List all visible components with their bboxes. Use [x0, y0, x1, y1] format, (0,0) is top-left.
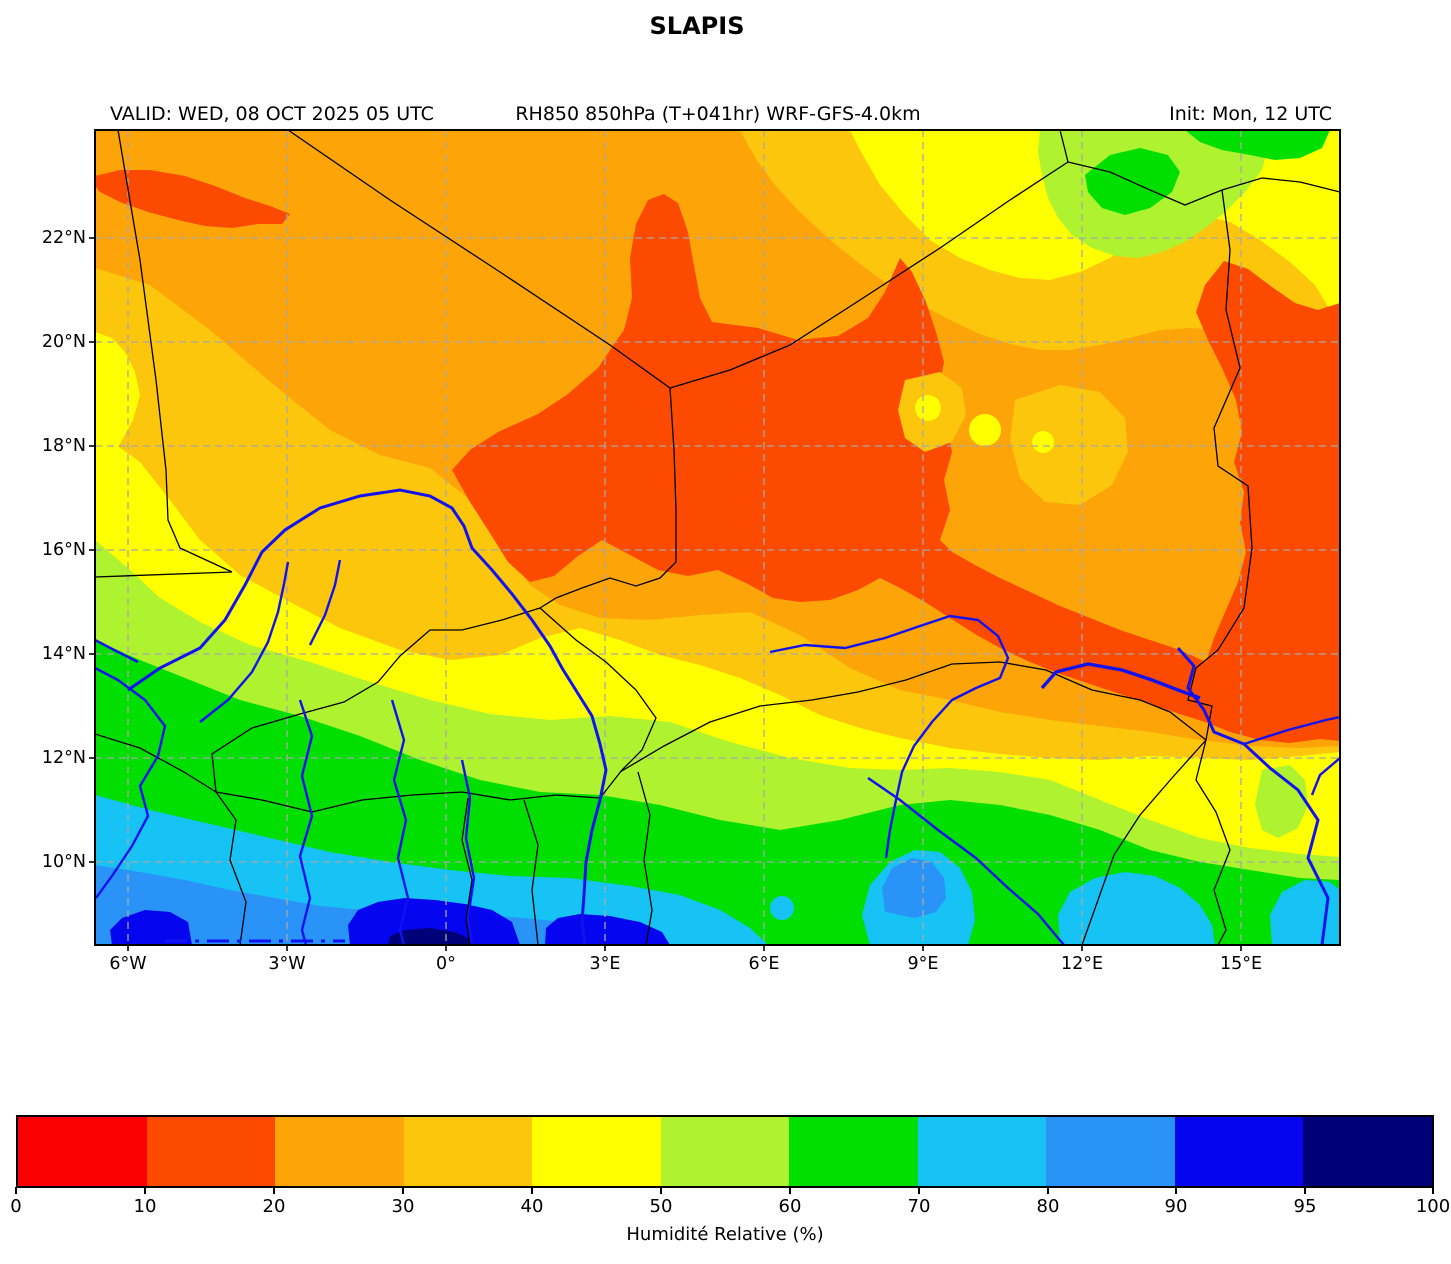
colorbar-segment	[1046, 1117, 1175, 1186]
cbar-tick-100: 100	[1415, 1196, 1451, 1217]
cbar-tickmark	[1047, 1187, 1049, 1194]
contour-layers	[95, 130, 1340, 945]
colorbar-segment	[146, 1117, 276, 1186]
colorbar-segment	[1303, 1117, 1433, 1186]
colorbar-segment	[1174, 1117, 1304, 1186]
cbar-tickmark	[1175, 1187, 1177, 1194]
cbar-tick-20: 20	[262, 1196, 286, 1217]
lon-tick-3w: 3°W	[268, 954, 306, 974]
cbar-tickmark	[273, 1187, 275, 1194]
lon-tick-6e: 6°E	[748, 954, 780, 974]
colorbar-segment	[275, 1117, 404, 1186]
lon-tick-0: 0°	[436, 954, 456, 974]
cbar-tick-90: 90	[1164, 1196, 1188, 1217]
init-time-label: Init: Mon, 12 UTC	[1169, 103, 1332, 125]
cbar-tickmark	[402, 1187, 404, 1194]
colorbar-segment	[18, 1117, 147, 1186]
lon-tick-12e: 12°E	[1060, 954, 1104, 974]
map-frame	[94, 129, 1341, 946]
page-title: SLAPIS	[649, 12, 745, 40]
cbar-tick-30: 30	[391, 1196, 415, 1217]
cbar-tickmark	[531, 1187, 533, 1194]
lon-tick-6w: 6°W	[109, 954, 147, 974]
lat-tick-12n: 12°N	[41, 748, 86, 768]
cbar-tickmark	[1432, 1187, 1434, 1194]
lon-tick-9e: 9°E	[907, 954, 939, 974]
colorbar-segment	[917, 1117, 1047, 1186]
lat-tick-14n: 14°N	[41, 644, 86, 664]
cbar-tick-70: 70	[907, 1196, 931, 1217]
lat-tick-18n: 18°N	[41, 436, 86, 456]
valid-time-label: VALID: WED, 08 OCT 2025 05 UTC	[110, 103, 434, 125]
colorbar	[16, 1115, 1434, 1188]
cbar-tickmark	[660, 1187, 662, 1194]
country-borders	[95, 130, 1340, 945]
lat-tick-20n: 20°N	[41, 332, 86, 352]
rivers	[95, 488, 1340, 945]
cbar-tickmark	[789, 1187, 791, 1194]
cbar-tick-80: 80	[1036, 1196, 1060, 1217]
cbar-tickmark	[144, 1187, 146, 1194]
colorbar-label: Humidité Relative (%)	[626, 1224, 824, 1245]
colorbar-segment	[532, 1117, 661, 1186]
cbar-tick-95: 95	[1293, 1196, 1317, 1217]
colorbar-segment	[660, 1117, 790, 1186]
cbar-tick-50: 50	[649, 1196, 673, 1217]
cbar-tick-10: 10	[133, 1196, 157, 1217]
lon-tick-3e: 3°E	[589, 954, 621, 974]
colorbar-segment	[789, 1117, 918, 1186]
colorbar-segment	[403, 1117, 533, 1186]
lat-tick-22n: 22°N	[41, 228, 86, 248]
lat-tick-16n: 16°N	[41, 540, 86, 560]
axis-ticks	[89, 237, 1242, 951]
lat-tick-10n: 10°N	[41, 852, 86, 872]
cbar-tickmark	[1304, 1187, 1306, 1194]
cbar-tickmark	[15, 1187, 17, 1194]
cbar-tick-40: 40	[520, 1196, 544, 1217]
lon-tick-15e: 15°E	[1219, 954, 1263, 974]
cbar-tick-60: 60	[778, 1196, 802, 1217]
cbar-tickmark	[918, 1187, 920, 1194]
product-label: RH850 850hPa (T+041hr) WRF-GFS-4.0km	[515, 103, 921, 125]
cbar-tick-0: 0	[10, 1196, 22, 1217]
